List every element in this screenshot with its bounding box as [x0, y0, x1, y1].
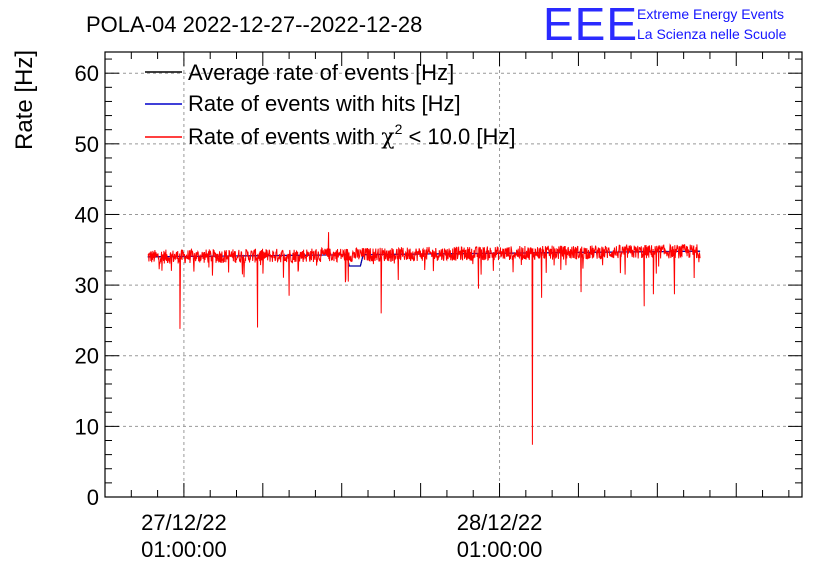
legend-label-average: Average rate of events [Hz]: [188, 60, 454, 85]
y-axis-label: Rate [Hz]: [11, 50, 38, 150]
y-tick-label: 30: [75, 273, 99, 298]
logo-letters: EEE: [543, 0, 638, 50]
y-tick-label: 40: [75, 202, 99, 227]
logo-line1: Extreme Energy Events: [637, 6, 784, 22]
x-tick-label-time: 01:00:00: [141, 537, 227, 562]
y-tick-label: 0: [87, 485, 99, 510]
legend-label-chi2: Rate of events with χ2 < 10.0 [Hz]: [188, 121, 515, 150]
series-layer: [147, 232, 701, 445]
y-tick-label: 10: [75, 414, 99, 439]
grid: [105, 52, 802, 497]
axes: 010203040506027/12/2201:00:0028/12/2201:…: [75, 52, 802, 562]
x-tick-label-date: 27/12/22: [141, 510, 227, 535]
x-tick-label-date: 28/12/22: [457, 510, 543, 535]
y-tick-label: 60: [75, 61, 99, 86]
y-tick-label: 50: [75, 132, 99, 157]
chart-title: POLA-04 2022-12-27--2022-12-28: [86, 12, 422, 37]
y-tick-label: 20: [75, 344, 99, 369]
series-chi2-line: [147, 232, 701, 445]
plot-frame: [104, 51, 803, 498]
x-tick-label-time: 01:00:00: [457, 537, 543, 562]
legend: Average rate of events [Hz] Rate of even…: [145, 60, 515, 150]
logo-line2: La Scienza nelle Scuole: [637, 26, 787, 42]
eee-logo: EEE Extreme Energy Events La Scienza nel…: [543, 0, 787, 50]
legend-label-hits: Rate of events with hits [Hz]: [188, 91, 461, 116]
